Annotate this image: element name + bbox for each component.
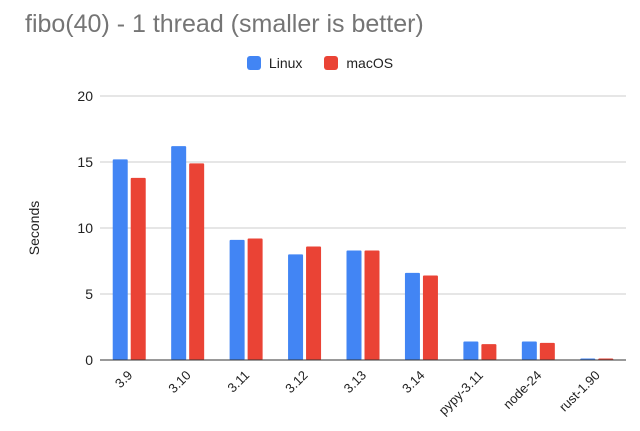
y-axis-label: Seconds [26, 201, 42, 255]
x-tick-label: 3.14 [399, 368, 428, 397]
y-tick-label: 10 [77, 220, 93, 236]
gridlines [100, 95, 626, 295]
bar-linux-3.14 [404, 272, 420, 360]
bar-linux-3.10 [171, 146, 187, 360]
legend-swatch-macos [324, 56, 339, 70]
bar-macos-3.9 [130, 177, 146, 360]
bar-macos-3.14 [422, 275, 438, 360]
x-tick-label: pypy-3.11 [436, 368, 486, 418]
bar-macos-3.13 [364, 250, 380, 360]
bar-macos-node-24 [539, 342, 555, 360]
y-tick-label: 0 [85, 352, 93, 368]
legend-label-linux: Linux [268, 55, 303, 71]
x-tick-label: 3.11 [224, 368, 252, 396]
y-tick-label: 20 [77, 88, 93, 104]
legend-item-linux: Linux [246, 55, 303, 71]
bar-macos-3.10 [189, 163, 205, 360]
x-tick-label: rust-1.90 [556, 368, 603, 415]
chart-legend: Linux macOS [0, 55, 640, 71]
legend-item-macos: macOS [324, 55, 393, 71]
x-tick-label: 3.13 [341, 368, 370, 397]
legend-label-macos: macOS [346, 55, 394, 71]
legend-swatch-linux [246, 56, 261, 70]
bar-linux-3.13 [346, 250, 362, 360]
bar-macos-pypy-3.11 [481, 344, 497, 360]
y-tick-label: 15 [77, 154, 93, 170]
bar-linux-node-24 [521, 341, 537, 360]
bar-linux-3.12 [288, 254, 304, 360]
bar-linux-3.11 [229, 239, 245, 360]
x-tick-label: 3.12 [282, 368, 311, 397]
x-tick-label: 3.10 [165, 368, 194, 397]
bar-macos-3.12 [306, 246, 322, 360]
x-tick-label: 3.9 [112, 368, 135, 391]
y-axis-ticks: 0 5 10 15 20 [77, 88, 93, 368]
x-tick-label: node-24 [500, 368, 544, 412]
bar-linux-3.9 [112, 159, 128, 360]
bar-linux-pypy-3.11 [463, 341, 479, 360]
x-axis-ticks: 3.9 3.10 3.11 3.12 3.13 3.14 pypy-3.11 node-24 r… [112, 368, 603, 418]
chart-title: fibo(40) - 1 thread (smaller is better) [25, 10, 424, 38]
bars [112, 146, 614, 360]
bar-macos-3.11 [247, 238, 263, 360]
y-tick-label: 5 [85, 286, 93, 302]
